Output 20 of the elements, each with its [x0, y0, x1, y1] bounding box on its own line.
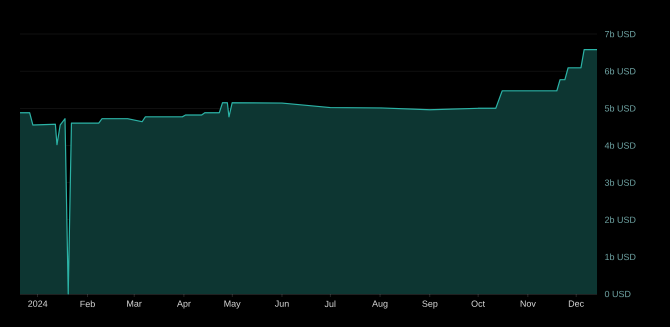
- x-tick-label: Dec: [568, 300, 584, 307]
- x-tick-label: Jul: [324, 300, 336, 308]
- x-tick-label: Feb: [80, 300, 95, 308]
- x-tick-label: Aug: [372, 300, 388, 309]
- x-tick-label: Apr: [176, 300, 191, 309]
- y-tick-label: 0 USD: [604, 290, 631, 298]
- y-tick-label: 2b USD: [604, 216, 636, 224]
- x-tick-label: Oct: [472, 300, 485, 307]
- y-tick-label: 1b USD: [605, 254, 636, 260]
- x-tick-label: Mar: [127, 300, 142, 307]
- y-tick-label: 6b USD: [604, 68, 636, 74]
- y-tick-label: 4b USD: [604, 142, 636, 149]
- x-tick-label: Nov: [520, 300, 536, 307]
- x-tick-label: 2024: [28, 300, 48, 307]
- x-tick-label: May: [224, 300, 241, 309]
- y-tick-label: 7b USD: [604, 30, 636, 38]
- x-tick-label: Sep: [422, 300, 438, 309]
- x-tick-label: Jun: [274, 300, 289, 307]
- y-tick-label: 5b USD: [604, 104, 636, 112]
- y-tick-label: 3b USD: [604, 179, 636, 186]
